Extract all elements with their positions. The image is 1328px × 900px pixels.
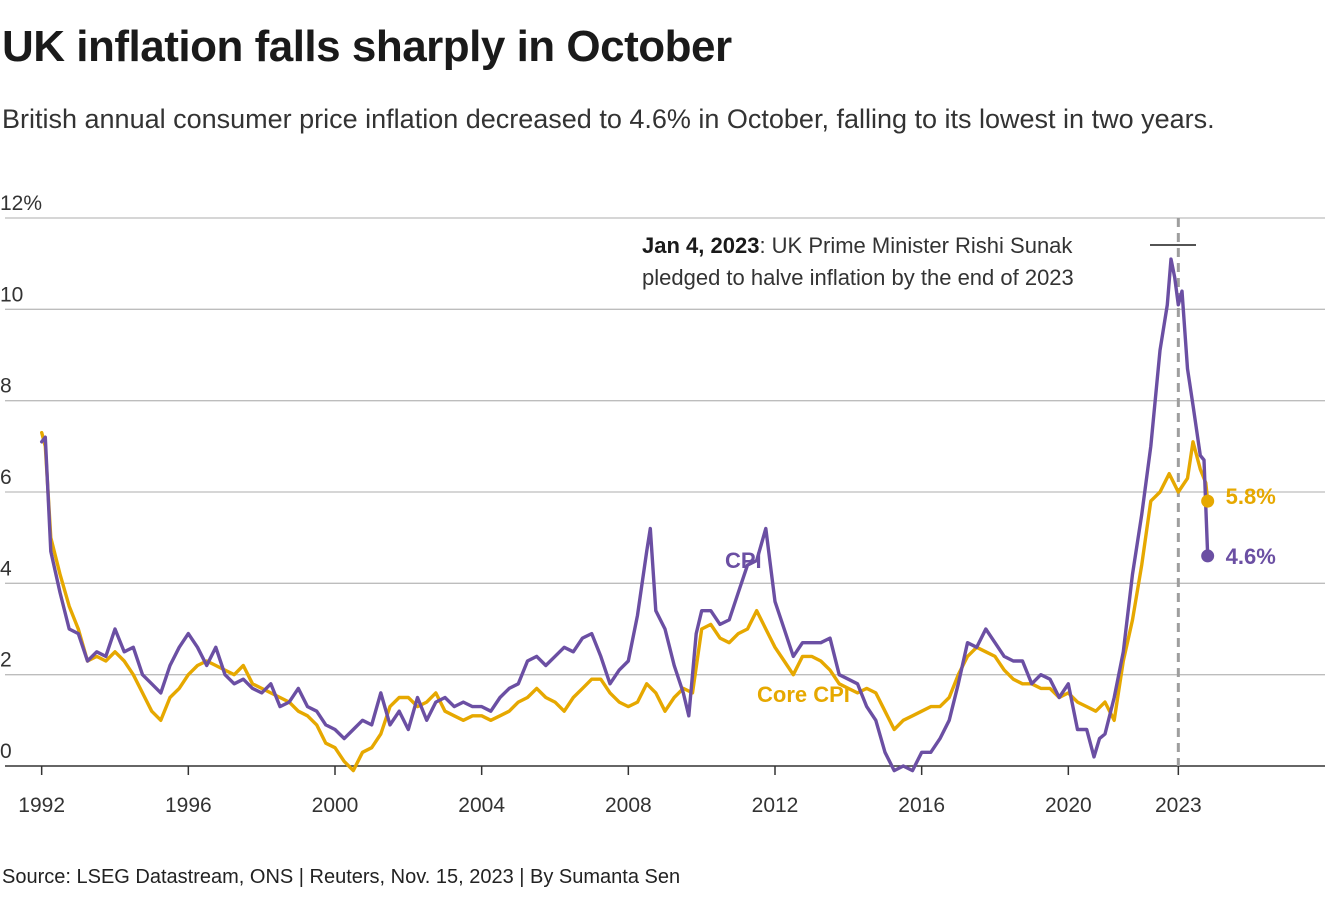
series-line-cpi bbox=[40, 257, 1210, 773]
end-dot-cpi bbox=[1201, 549, 1215, 563]
y-tick-label-12: 12% bbox=[0, 192, 42, 215]
end-value-core-cpi: 5.8% bbox=[1226, 484, 1276, 509]
gridlines bbox=[5, 217, 1325, 676]
end-markers bbox=[1201, 494, 1215, 563]
y-tick-label-10: 10 bbox=[0, 283, 23, 306]
y-tick-label-0: 0 bbox=[0, 740, 12, 763]
annotation-line-2: pledged to halve inflation by the end of… bbox=[642, 265, 1074, 290]
series-label-cpi: CPI bbox=[725, 548, 762, 573]
x-tick-label-2008: 2008 bbox=[605, 794, 652, 817]
series-lines bbox=[40, 257, 1210, 773]
end-dot-core-cpi bbox=[1201, 494, 1215, 508]
x-tick-label-2023: 2023 bbox=[1155, 794, 1202, 817]
series-line-core-cpi bbox=[40, 430, 1210, 773]
chart-subtitle: British annual consumer price inflation … bbox=[2, 104, 1215, 134]
annotation-date: Jan 4, 2023 bbox=[642, 233, 759, 258]
x-tick-label-2012: 2012 bbox=[752, 794, 799, 817]
y-tick-label-8: 8 bbox=[0, 375, 12, 398]
x-tick-label-2004: 2004 bbox=[458, 794, 505, 817]
x-axis: 1992 1996 2000 2004 2008 2012 2016 2020 2023 bbox=[5, 765, 1325, 817]
x-tick-label-1992: 1992 bbox=[18, 794, 65, 817]
chart-title: UK inflation falls sharply in October bbox=[2, 22, 732, 71]
y-tick-label-2: 2 bbox=[0, 649, 12, 672]
series-label-core-cpi: Core CPI bbox=[757, 682, 850, 707]
x-tick-label-2016: 2016 bbox=[898, 794, 945, 817]
line-chart: 0 2 4 6 8 10 12% 1992 1996 2000 2004 2008 2012 2016 2… bbox=[0, 192, 1325, 817]
source-note: Source: LSEG Datastream, ONS | Reuters, … bbox=[2, 866, 681, 888]
annotation-line-1: Jan 4, 2023: UK Prime Minister Rishi Sun… bbox=[642, 233, 1073, 258]
x-tick-label-2000: 2000 bbox=[312, 794, 359, 817]
end-value-cpi: 4.6% bbox=[1226, 544, 1276, 569]
event-annotation: Jan 4, 2023: UK Prime Minister Rishi Sun… bbox=[642, 233, 1196, 290]
x-tick-label-2020: 2020 bbox=[1045, 794, 1092, 817]
x-tick-label-1996: 1996 bbox=[165, 794, 212, 817]
y-tick-label-4: 4 bbox=[0, 557, 12, 580]
y-tick-label-6: 6 bbox=[0, 466, 12, 489]
y-axis-ticks: 0 2 4 6 8 10 12% bbox=[0, 192, 42, 763]
annotation-text-1: : UK Prime Minister Rishi Sunak bbox=[759, 233, 1073, 258]
